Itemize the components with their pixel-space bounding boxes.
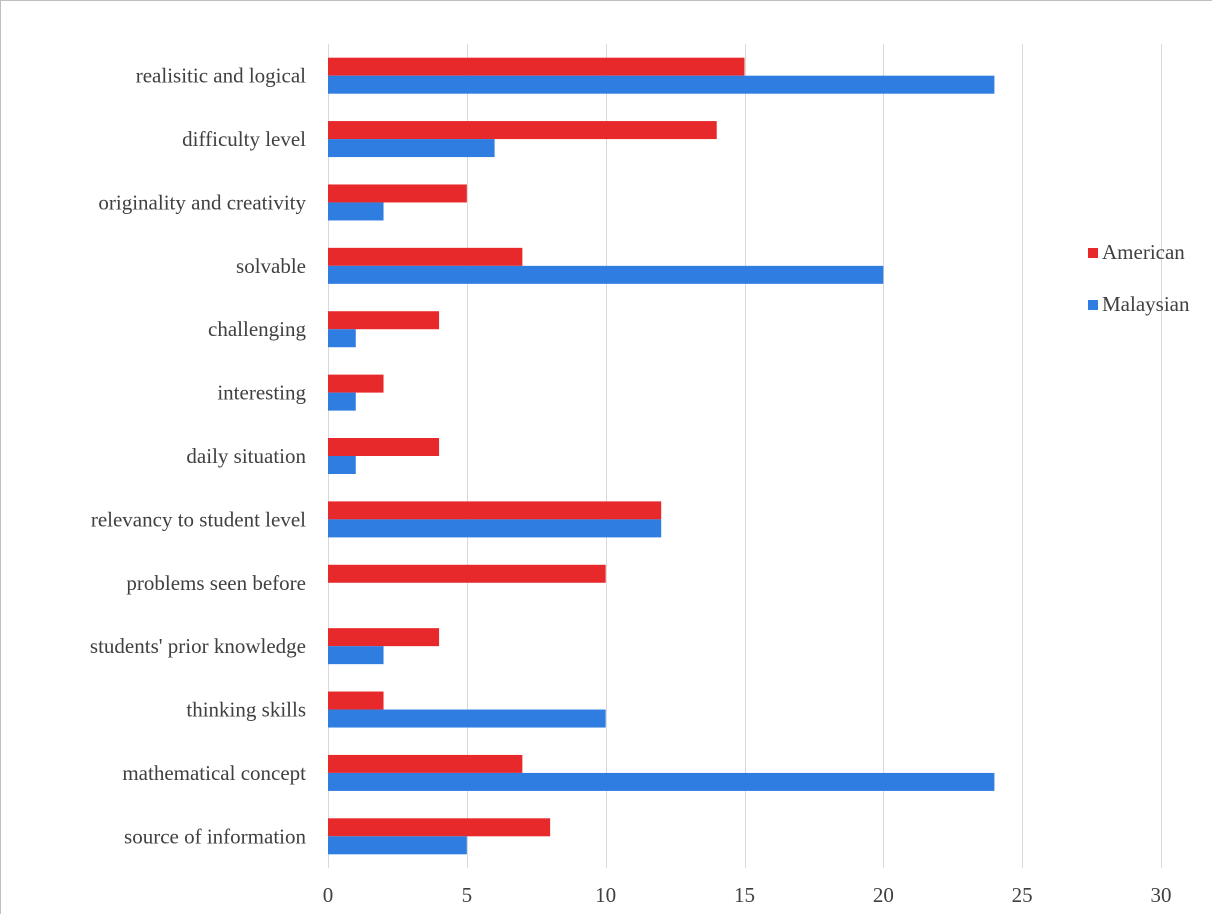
category-label: thinking skills	[186, 698, 306, 722]
legend: American Malaysian	[1088, 240, 1190, 316]
category-label: challenging	[208, 317, 306, 341]
bar-malaysian	[328, 139, 495, 158]
category-label: students' prior knowledge	[90, 634, 306, 658]
bar-american	[328, 438, 440, 456]
category-label: relevancy to student level	[91, 507, 306, 531]
x-tick-label: 30	[1151, 883, 1172, 907]
category-labels: realisitic and logical difficulty level or…	[90, 64, 307, 849]
legend-label: Malaysian	[1102, 292, 1190, 316]
x-tick-label: 10	[595, 883, 616, 907]
gridlines	[328, 44, 1162, 868]
category-label: difficulty level	[182, 127, 306, 151]
x-tick-label: 25	[1012, 883, 1033, 907]
bar-american	[328, 564, 606, 583]
x-tick-label: 0	[323, 883, 334, 907]
bar-american	[328, 57, 745, 76]
bar-american	[328, 247, 523, 266]
bar-american	[328, 311, 440, 330]
x-tick-label: 20	[873, 883, 894, 907]
category-label: source of information	[124, 824, 306, 848]
x-tick-label: 5	[462, 883, 473, 907]
bar-american	[328, 121, 717, 140]
category-label: originality and creativity	[98, 190, 306, 214]
bar-malaysian	[328, 709, 606, 728]
legend-label: American	[1102, 240, 1185, 264]
bar-american	[328, 184, 467, 203]
bar-american	[328, 754, 523, 773]
category-label: interesting	[217, 381, 306, 405]
category-label: realisitic and logical	[136, 64, 306, 88]
bar-malaysian	[328, 75, 995, 94]
x-tick-labels: 0 5 10 15 20 25 30	[323, 883, 1172, 907]
bar-malaysian	[328, 772, 995, 791]
bar-malaysian	[328, 646, 384, 665]
bar-malaysian	[328, 836, 467, 855]
bar-malaysian	[328, 392, 356, 411]
bar-american	[328, 628, 440, 647]
bar-malaysian	[328, 519, 662, 538]
legend-swatch	[1088, 300, 1098, 310]
bar-malaysian	[328, 202, 384, 221]
category-label: mathematical concept	[122, 761, 306, 785]
bar-american	[328, 501, 662, 520]
bar-malaysian	[328, 329, 356, 348]
bars	[328, 57, 995, 855]
category-label: daily situation	[186, 444, 306, 468]
category-label: solvable	[236, 254, 306, 278]
bar-american	[328, 691, 384, 710]
x-tick-label: 15	[734, 883, 755, 907]
category-label: problems seen before	[126, 571, 306, 595]
bar-malaysian	[328, 265, 884, 284]
bar-malaysian	[328, 456, 356, 474]
bar-american	[328, 374, 384, 393]
legend-swatch	[1088, 248, 1098, 258]
bar-american	[328, 818, 551, 837]
